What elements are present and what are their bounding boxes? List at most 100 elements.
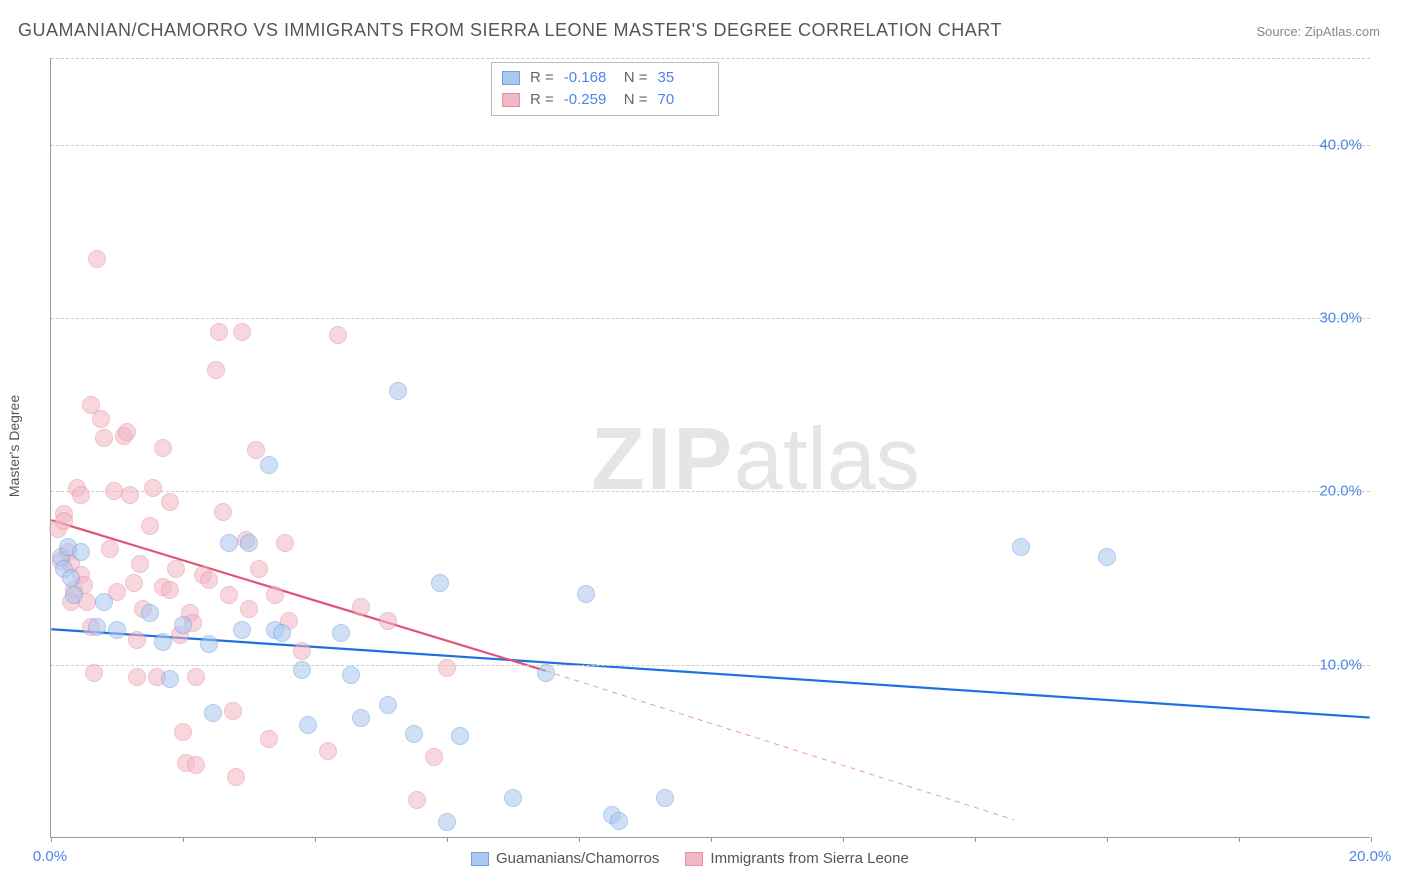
source-attribution: Source: ZipAtlas.com	[1256, 24, 1380, 39]
series-legend: Guamanians/Chamorros Immigrants from Sier…	[471, 850, 909, 867]
legend-swatch	[685, 852, 703, 866]
data-point	[65, 586, 83, 604]
data-point	[200, 635, 218, 653]
data-point	[260, 456, 278, 474]
data-point	[224, 702, 242, 720]
data-point	[210, 323, 228, 341]
data-point	[141, 517, 159, 535]
y-tick-label: 20.0%	[1319, 483, 1362, 500]
gridline	[51, 318, 1370, 319]
x-tick	[843, 837, 844, 842]
series-name: Immigrants from Sierra Leone	[710, 850, 908, 867]
data-point	[214, 503, 232, 521]
series-legend-item: Immigrants from Sierra Leone	[685, 850, 908, 867]
r-label: R =	[530, 67, 554, 89]
data-point	[352, 598, 370, 616]
y-tick-label: 40.0%	[1319, 136, 1362, 153]
data-point	[389, 382, 407, 400]
data-point	[250, 560, 268, 578]
n-label: N =	[624, 67, 648, 89]
data-point	[85, 664, 103, 682]
data-point	[187, 756, 205, 774]
data-point	[273, 624, 291, 642]
data-point	[174, 616, 192, 634]
data-point	[405, 725, 423, 743]
data-point	[329, 326, 347, 344]
data-point	[154, 439, 172, 457]
data-point	[299, 716, 317, 734]
y-axis-label: Master's Degree	[6, 395, 22, 497]
correlation-legend-row: R = -0.259 N = 70	[502, 89, 708, 111]
data-point	[266, 586, 284, 604]
data-point	[1012, 538, 1030, 556]
data-point	[408, 791, 426, 809]
data-point	[108, 621, 126, 639]
x-tick-label: 0.0%	[33, 848, 67, 865]
data-point	[204, 704, 222, 722]
watermark-zip: ZIP	[591, 409, 734, 508]
correlation-legend: R = -0.168 N = 35 R = -0.259 N = 70	[491, 62, 719, 116]
x-tick	[183, 837, 184, 842]
data-point	[121, 486, 139, 504]
data-point	[101, 540, 119, 558]
correlation-legend-row: R = -0.168 N = 35	[502, 67, 708, 89]
gridline	[51, 491, 1370, 492]
source-link[interactable]: ZipAtlas.com	[1305, 24, 1380, 39]
data-point	[95, 429, 113, 447]
data-point	[167, 560, 185, 578]
data-point	[260, 730, 278, 748]
data-point	[1098, 548, 1116, 566]
data-point	[128, 631, 146, 649]
data-point	[62, 569, 80, 587]
legend-swatch	[502, 93, 520, 107]
x-tick	[711, 837, 712, 842]
watermark-atlas: atlas	[734, 409, 920, 508]
data-point	[293, 642, 311, 660]
x-tick	[51, 837, 52, 842]
data-point	[207, 361, 225, 379]
trend-line-dashed	[546, 671, 1014, 820]
data-point	[379, 612, 397, 630]
data-point	[128, 668, 146, 686]
data-point	[72, 543, 90, 561]
data-point	[161, 581, 179, 599]
data-point	[174, 723, 192, 741]
data-point	[233, 323, 251, 341]
data-point	[72, 486, 90, 504]
data-point	[577, 585, 595, 603]
data-point	[227, 768, 245, 786]
data-point	[425, 748, 443, 766]
data-point	[131, 555, 149, 573]
n-value: 35	[658, 67, 708, 89]
data-point	[431, 574, 449, 592]
data-point	[233, 621, 251, 639]
chart-title: GUAMANIAN/CHAMORRO VS IMMIGRANTS FROM SI…	[18, 20, 1002, 41]
data-point	[161, 670, 179, 688]
n-value: 70	[658, 89, 708, 111]
data-point	[144, 479, 162, 497]
data-point	[88, 618, 106, 636]
x-tick	[447, 837, 448, 842]
source-label: Source:	[1256, 24, 1304, 39]
y-tick-label: 10.0%	[1319, 656, 1362, 673]
n-label: N =	[624, 89, 648, 111]
data-point	[379, 696, 397, 714]
plot-area: ZIPatlas R =-0.168N =35R =-0.259N =70 Gu…	[50, 58, 1370, 838]
data-point	[154, 633, 172, 651]
series-name: Guamanians/Chamorros	[496, 850, 659, 867]
data-point	[332, 624, 350, 642]
trend-line	[51, 629, 1369, 717]
data-point	[105, 482, 123, 500]
gridline	[51, 665, 1370, 666]
data-point	[319, 742, 337, 760]
data-point	[118, 423, 136, 441]
r-value: -0.259	[564, 89, 614, 111]
r-value: -0.168	[564, 67, 614, 89]
data-point	[88, 250, 106, 268]
data-point	[161, 493, 179, 511]
r-label: R =	[530, 89, 554, 111]
data-point	[200, 571, 218, 589]
data-point	[187, 668, 205, 686]
x-tick	[975, 837, 976, 842]
data-point	[220, 586, 238, 604]
